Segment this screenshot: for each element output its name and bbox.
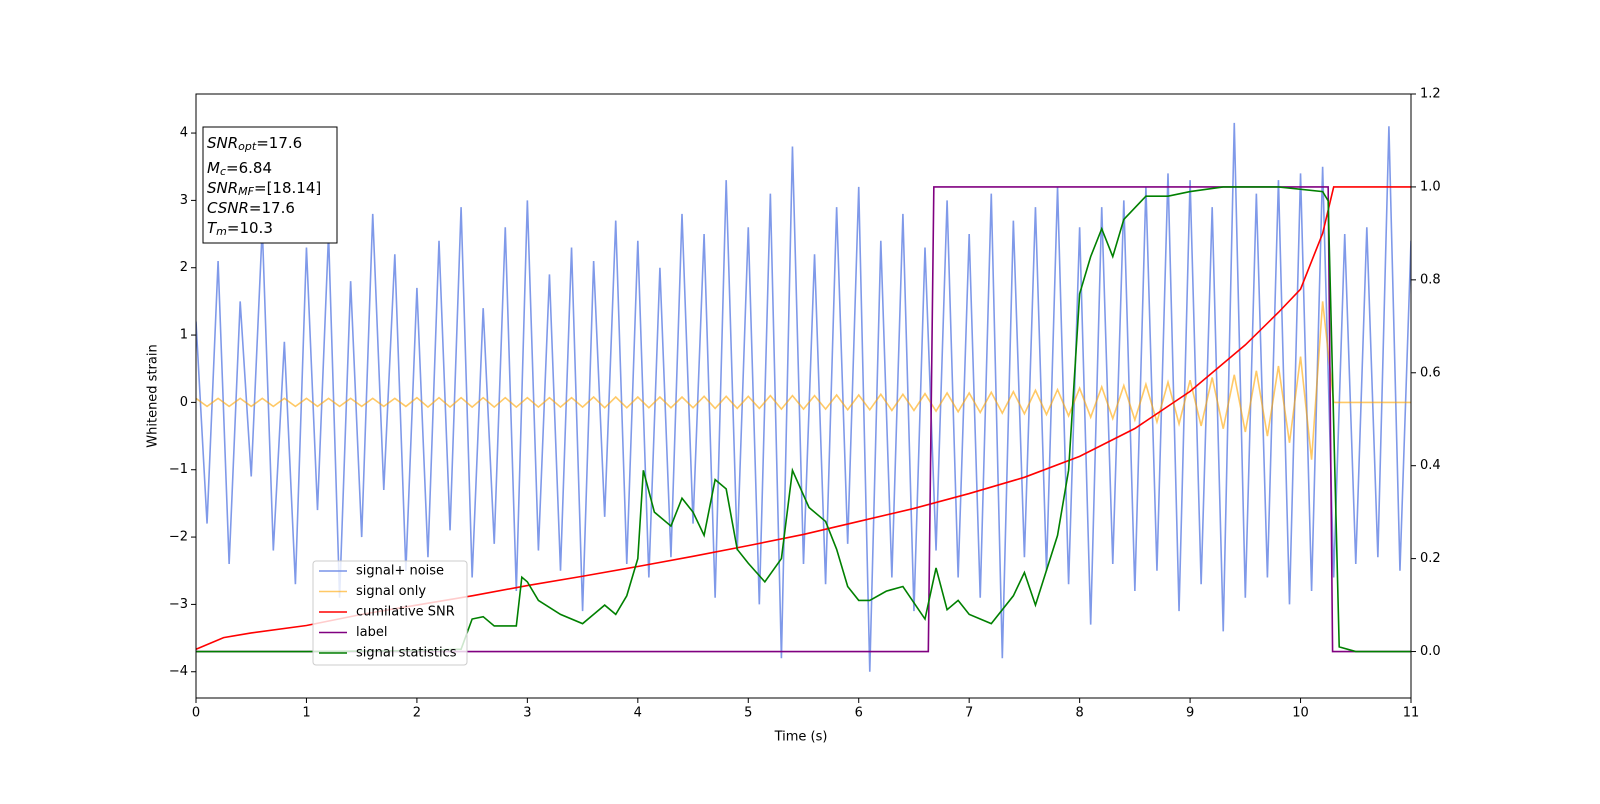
annotation-symbol: M xyxy=(207,159,220,177)
annotation-value: =17.6 xyxy=(249,199,295,217)
x-tick-label: 3 xyxy=(523,706,531,721)
legend-label: signal statistics xyxy=(356,646,457,661)
y-tick-label: 1 xyxy=(180,328,188,343)
x-tick-label: 0 xyxy=(192,706,200,721)
annotation-text: Mc=6.84 xyxy=(207,159,272,179)
annotation-subscript: opt xyxy=(238,140,257,153)
y2-tick-label: 0.8 xyxy=(1420,272,1441,287)
annotation-symbol: SNR xyxy=(207,179,238,197)
x-tick-label: 2 xyxy=(413,706,421,721)
x-tick-label: 4 xyxy=(634,706,642,721)
legend-frame xyxy=(312,560,468,666)
y-tick-label: −3 xyxy=(169,597,188,612)
annotation-symbol: T xyxy=(207,219,218,237)
y-tick-label: −1 xyxy=(169,462,188,477)
y-axis-label: Whitened strain xyxy=(146,344,161,447)
y2-tick-label: 0.2 xyxy=(1420,551,1441,566)
x-tick-label: 10 xyxy=(1292,706,1309,721)
y2-tick-label: 0.0 xyxy=(1420,644,1441,659)
x-tick-label: 6 xyxy=(855,706,863,721)
axes-frame xyxy=(195,93,1412,699)
legend-label: cumilative SNR xyxy=(356,605,455,620)
y-tick-label: 3 xyxy=(180,193,188,208)
y2-tick-label: 0.4 xyxy=(1420,458,1441,473)
series-line xyxy=(196,301,1411,460)
annotation-value: =10.3 xyxy=(227,219,273,237)
annotation-box: SNRopt=17.6Mc=6.84SNRMF=[18.14]CSNR=17.6… xyxy=(202,126,338,244)
annotation-value: =[18.14] xyxy=(254,179,321,197)
x-tick-label: 1 xyxy=(302,706,310,721)
annotation-text: Tm=10.3 xyxy=(207,219,273,239)
legend-label: signal only xyxy=(356,584,426,599)
annotation-value: =17.6 xyxy=(256,134,302,152)
y2-tick-label: 1.2 xyxy=(1420,87,1441,102)
x-axis-label: Time (s) xyxy=(774,730,828,745)
x-tick-label: 8 xyxy=(1075,706,1083,721)
x-tick-label: 11 xyxy=(1403,706,1420,721)
annotation-symbol: SNR xyxy=(207,134,238,152)
x-tick-label: 7 xyxy=(965,706,973,721)
annotation-text: SNRMF=[18.14] xyxy=(207,179,321,199)
legend-label: label xyxy=(356,625,387,640)
annotation-text: CSNR=17.6 xyxy=(207,199,295,217)
legend: signal+ noise signal only cumilative SNR la… xyxy=(312,560,468,666)
y2-tick-label: 1.0 xyxy=(1420,179,1441,194)
y-tick-label: 2 xyxy=(180,260,188,275)
y-tick-label: 4 xyxy=(180,126,188,141)
y2-tick-label: 0.6 xyxy=(1420,365,1441,380)
series-line xyxy=(196,186,1411,653)
annotation-frame xyxy=(202,126,338,244)
x-tick-label: 5 xyxy=(744,706,752,721)
y-tick-label: 0 xyxy=(180,395,188,410)
y-tick-label: −2 xyxy=(169,530,188,545)
annotation-subscript: c xyxy=(220,165,226,178)
annotation-text: SNRopt=17.6 xyxy=(207,134,302,154)
annotation-symbol: CSNR xyxy=(207,199,249,217)
annotation-subscript: MF xyxy=(238,185,254,198)
annotation-value: =6.84 xyxy=(226,159,272,177)
x-tick-label: 9 xyxy=(1186,706,1194,721)
series-line xyxy=(196,186,1411,653)
y-tick-label: −4 xyxy=(169,664,188,679)
series-line xyxy=(196,122,1411,672)
annotation-subscript: m xyxy=(216,225,227,238)
legend-label: signal+ noise xyxy=(356,564,444,579)
